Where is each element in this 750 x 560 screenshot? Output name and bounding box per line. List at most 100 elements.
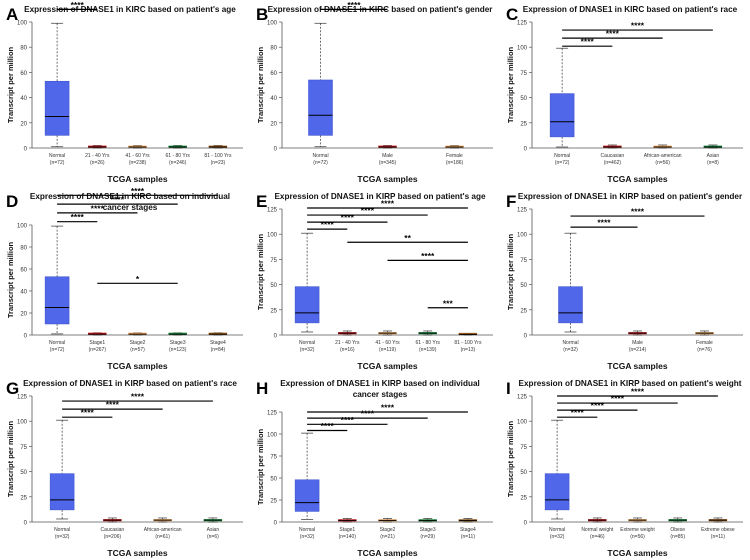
significance-label: **** xyxy=(361,409,375,419)
x-tick-count: (n=32) xyxy=(563,347,578,353)
x-tick-count: (n=139) xyxy=(419,347,437,353)
panel-letter: C xyxy=(506,5,518,24)
x-tick-label: Male xyxy=(632,340,643,346)
y-tick-label: 25 xyxy=(270,499,277,505)
x-axis-label: TCGA samples xyxy=(607,548,667,558)
x-tick-label: Asian xyxy=(707,153,720,159)
x-tick-label: Normal xyxy=(49,340,65,346)
significance-label: **** xyxy=(341,415,355,425)
x-tick-label: Stage2 xyxy=(380,527,396,533)
chart-panel-h: H Expression of DNASE1 in KIRP based on i… xyxy=(256,379,493,558)
y-tick-label: 100 xyxy=(517,233,528,239)
x-tick-label: 41 - 60 Yrs xyxy=(375,340,400,346)
box-1 xyxy=(549,93,575,138)
chart-panel-d: D Expression of DNASE1 in KIRC based on i… xyxy=(6,186,243,371)
significance-label: **** xyxy=(381,403,395,413)
y-tick-label: 50 xyxy=(520,96,527,102)
chart-panel-f: F Expression of DNASE1 in KIRP based on p… xyxy=(506,192,743,371)
y-axis-label: Transcript per million xyxy=(506,233,515,310)
y-axis-label: Transcript per million xyxy=(506,420,515,497)
x-tick-count: (n=61) xyxy=(155,534,170,540)
x-tick-count: (n=29) xyxy=(420,534,435,540)
box-1 xyxy=(294,286,320,324)
y-tick-label: 75 xyxy=(270,258,277,264)
box-1 xyxy=(558,286,583,324)
chart-panel-a: A Expression of DNASE1 in KIRC based on p… xyxy=(6,0,243,184)
x-tick-count: (n=72) xyxy=(313,160,328,166)
panel-letter: E xyxy=(256,192,267,211)
chart-title: Expression of DNASE1 in KIRP based on pa… xyxy=(518,192,743,201)
significance-label: **** xyxy=(341,213,355,223)
significance-label: **** xyxy=(321,220,335,230)
significance-label: **** xyxy=(81,408,95,418)
x-tick-count: (n=6) xyxy=(207,534,219,540)
significance-label: **** xyxy=(421,251,435,261)
x-tick-count: (n=26) xyxy=(90,160,105,166)
box-1 xyxy=(49,473,75,511)
x-tick-count: (n=119) xyxy=(379,347,396,353)
chart-title: Expression of DNASE1 in KIRP based on in… xyxy=(280,379,480,388)
y-axis-label: Transcript per million xyxy=(256,428,265,505)
x-tick-count: (n=57) xyxy=(130,347,145,353)
y-tick-label: 100 xyxy=(517,420,528,426)
x-tick-count: (n=32) xyxy=(550,534,565,540)
y-tick-label: 40 xyxy=(20,290,27,296)
x-axis-label: TCGA samples xyxy=(107,174,167,184)
y-tick-label: 0 xyxy=(24,521,28,527)
y-tick-label: 125 xyxy=(17,395,28,401)
panel-letter: H xyxy=(256,379,268,398)
x-tick-count: (n=8) xyxy=(707,160,719,166)
panel-letter: I xyxy=(506,379,511,398)
x-tick-label: Obese xyxy=(670,527,685,533)
x-tick-label: 21 - 40 Yrs xyxy=(335,340,360,346)
x-axis-label: TCGA samples xyxy=(607,361,667,371)
x-tick-label: 81 - 100 Yrs xyxy=(454,340,482,346)
y-tick-label: 100 xyxy=(267,433,278,439)
x-tick-count: (n=11) xyxy=(461,534,476,540)
significance-label: **** xyxy=(131,392,145,402)
x-tick-count: (n=246) xyxy=(169,160,187,166)
x-tick-label: Normal xyxy=(299,527,315,533)
significance-label: **** xyxy=(606,29,620,39)
x-tick-label: Normal xyxy=(49,153,65,159)
x-tick-count: (n=238) xyxy=(129,160,147,166)
significance-label: **** xyxy=(91,203,105,213)
chart-panel-e: E Expression of DNASE1 in KIRP based on p… xyxy=(256,192,493,371)
chart-title: Expression of DNASE1 in KIRP based on pa… xyxy=(519,379,742,388)
y-axis-label: Transcript per million xyxy=(6,241,15,318)
x-tick-label: Caucasian xyxy=(601,153,625,159)
x-tick-label: Normal xyxy=(554,153,570,159)
x-tick-label: Normal xyxy=(549,527,565,533)
chart-title: cancer stages xyxy=(353,390,408,399)
x-tick-label: 61 - 80 Yrs xyxy=(416,340,441,346)
x-tick-label: Female xyxy=(696,340,713,346)
y-tick-label: 125 xyxy=(517,208,528,214)
significance-label: *** xyxy=(443,298,454,308)
y-tick-label: 0 xyxy=(24,334,28,340)
significance-label: **** xyxy=(631,207,645,217)
x-tick-label: Stage4 xyxy=(210,340,226,346)
y-tick-label: 20 xyxy=(270,121,277,127)
chart-title: Expression of DNASE1 in KIRP based on pa… xyxy=(274,192,486,201)
x-axis-label: TCGA samples xyxy=(107,361,167,371)
y-tick-label: 50 xyxy=(270,477,277,483)
x-tick-count: (n=21) xyxy=(380,534,395,540)
chart-title: Expression of DNASE1 in KIRC based on pa… xyxy=(24,5,236,14)
x-tick-count: (n=214) xyxy=(629,347,647,353)
x-axis-label: TCGA samples xyxy=(357,548,417,558)
x-tick-count: (n=140) xyxy=(339,534,357,540)
x-tick-label: Stage3 xyxy=(420,527,436,533)
x-tick-label: Stage1 xyxy=(89,340,105,346)
x-tick-count: (n=32) xyxy=(55,534,70,540)
x-tick-count: (n=56) xyxy=(630,534,645,540)
y-tick-label: 25 xyxy=(520,495,527,501)
panel-letter: F xyxy=(506,192,516,211)
x-tick-count: (n=32) xyxy=(300,347,315,353)
x-tick-count: (n=11) xyxy=(711,534,726,540)
x-tick-count: (n=186) xyxy=(446,160,464,166)
x-tick-label: Caucasian xyxy=(101,527,125,533)
x-tick-count: (n=72) xyxy=(50,347,65,353)
x-tick-label: 81 - 100 Yrs xyxy=(204,153,232,159)
y-tick-label: 60 xyxy=(270,71,277,77)
significance-label: **** xyxy=(111,195,125,205)
